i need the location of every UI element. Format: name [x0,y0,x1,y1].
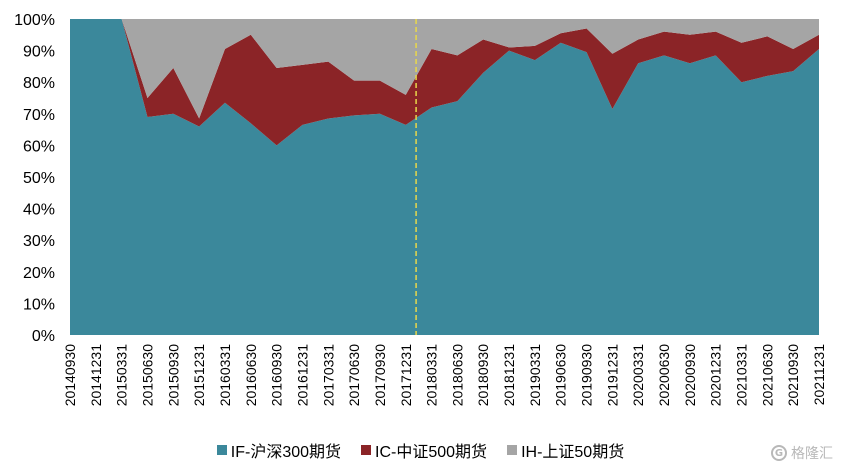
x-tick-label: 20170930 [372,344,388,407]
x-tick-label: 20160630 [243,344,259,407]
legend-label-if: IF-沪深300期货 [230,444,342,461]
x-tick-label: 20180930 [475,344,491,407]
y-tick-label: 30% [23,233,55,250]
legend-swatch-if [216,445,227,455]
area-series-0 [70,19,819,335]
watermark-logo-icon: G [771,445,787,461]
x-tick-label: 20211231 [811,344,827,405]
x-tick-label: 20201231 [708,344,724,407]
x-tick-label: 20190331 [527,344,543,407]
x-tick-label: 20210630 [759,344,775,407]
x-tick-label: 20150630 [139,344,155,407]
watermark-text: 格隆汇 [791,446,833,462]
x-axis-ticks: 20140930 20141231 20150331 20150630 20150930… [62,344,827,407]
x-tick-label: 20161231 [294,344,310,407]
x-tick-label: 20170630 [346,344,362,407]
x-tick-label: 20210331 [734,344,750,407]
x-tick-label: 20200630 [656,344,672,407]
y-tick-label: 70% [23,107,55,124]
area-series-1 [70,19,819,146]
x-tick-label: 20160930 [269,344,285,407]
legend-item-if: IF-沪深300期货 [216,438,342,462]
legend-item-ih: IH-上证50期货 [507,438,624,462]
watermark: G 格隆汇 [771,443,833,463]
area-series-2 [70,19,819,119]
x-tick-label: 20191231 [604,344,620,407]
x-tick-label: 20151231 [191,344,207,407]
y-tick-label: 100% [14,12,55,29]
y-tick-label: 90% [23,44,55,61]
x-tick-label: 20190630 [553,344,569,407]
area-layers [70,19,819,335]
y-tick-label: 50% [23,170,55,187]
x-tick-label: 20180630 [449,344,465,407]
y-tick-label: 10% [23,296,55,313]
x-tick-label: 20141231 [88,344,104,407]
x-tick-label: 20180331 [424,344,440,407]
x-tick-label: 20200331 [630,344,646,407]
x-tick-label: 20171231 [398,344,414,407]
y-tick-label: 80% [23,75,55,92]
x-tick-label: 20150930 [165,344,181,407]
x-tick-label: 20200930 [682,344,698,407]
legend-label-ih: IH-上证50期货 [521,444,625,461]
legend-item-ic: IC-中证500期货 [361,438,487,462]
stacked-area-chart: 0% 10% 20% 30% 40% 50% 60% 70% 80% 90% 100% 201409… [14,12,827,407]
legend: IF-沪深300期货 IC-中证500期货 IH-上证50期货 [0,438,841,462]
y-tick-label: 20% [23,265,55,282]
x-tick-label: 20150331 [114,344,130,407]
legend-label-ic: IC-中证500期货 [375,444,488,461]
legend-swatch-ic [361,445,372,455]
legend-swatch-ih [507,445,518,455]
y-tick-label: 40% [23,202,55,219]
y-tick-label: 0% [32,328,55,345]
x-tick-label: 20181231 [501,344,517,407]
x-tick-label: 20210930 [785,344,801,407]
x-tick-label: 20190930 [579,344,595,407]
x-tick-label: 20160331 [217,344,233,407]
x-tick-label: 20140930 [62,344,78,407]
x-tick-label: 20170331 [320,344,336,407]
y-axis-ticks: 0% 10% 20% 30% 40% 50% 60% 70% 80% 90% 100% [14,12,55,345]
y-tick-label: 60% [23,138,55,155]
